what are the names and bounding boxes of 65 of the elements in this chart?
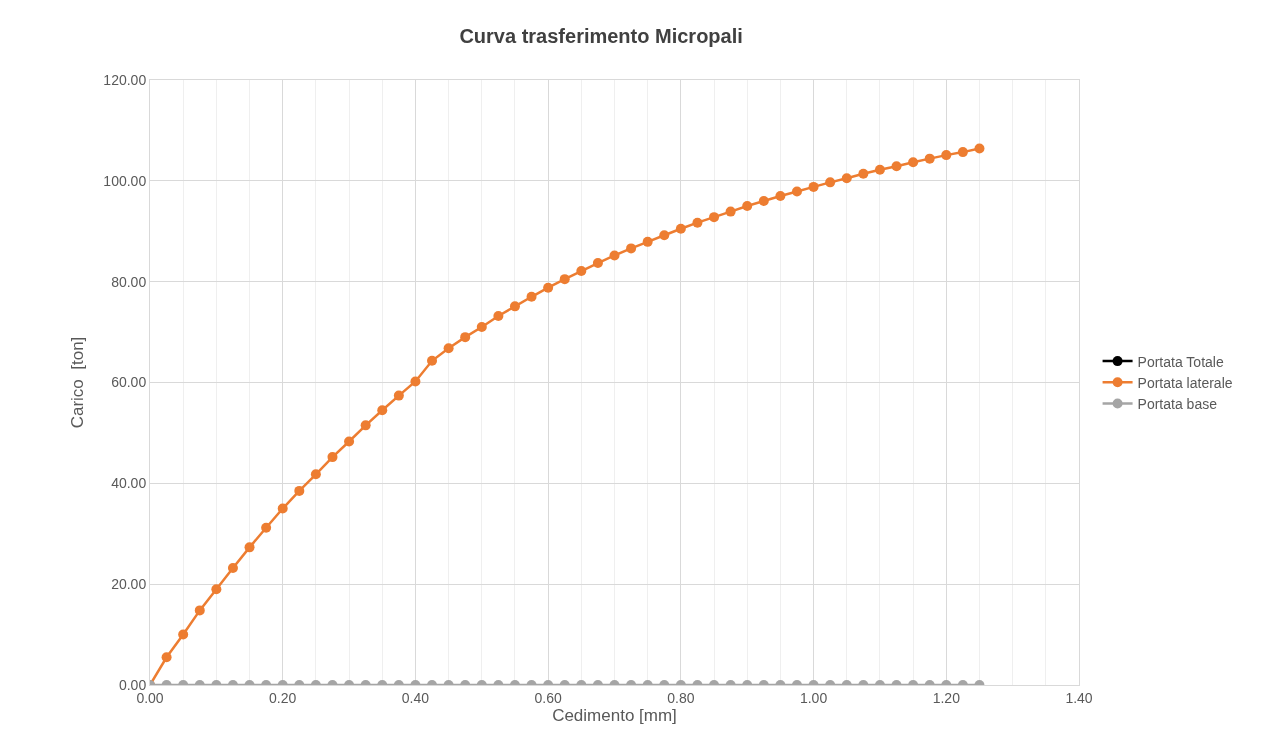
point [509, 301, 520, 312]
point [825, 177, 836, 188]
point [526, 291, 537, 302]
point [476, 322, 487, 333]
x-tick-label: 0.40 [401, 689, 430, 706]
y-tick-label: 20.00 [111, 576, 147, 593]
point [675, 223, 686, 234]
point [924, 153, 935, 164]
point [344, 436, 355, 447]
point [659, 230, 670, 241]
point [957, 147, 968, 158]
point [908, 157, 919, 168]
point [427, 355, 438, 366]
y-tick-label: 60.00 [111, 374, 147, 391]
y-axis-title: Carico [ton] [67, 336, 87, 429]
point [642, 236, 653, 247]
point [294, 485, 305, 496]
legend-label: Portata laterale [1137, 374, 1233, 391]
point [974, 143, 985, 154]
x-tick-label: 1.40 [1065, 689, 1093, 706]
point [261, 522, 272, 533]
point [244, 542, 255, 553]
point [791, 186, 802, 197]
x-axis-title: Cedimento [mm] [552, 705, 677, 725]
point [543, 282, 554, 293]
point [393, 390, 404, 401]
x-tick-label: 0.20 [269, 689, 297, 706]
point [410, 376, 421, 387]
point [891, 161, 902, 172]
point [709, 212, 720, 223]
point [609, 250, 620, 261]
legend-label: Portata base [1137, 395, 1218, 412]
y-tick-label: 40.00 [111, 475, 147, 492]
point [941, 150, 952, 161]
point [460, 332, 471, 343]
point [377, 405, 388, 416]
point [493, 310, 504, 321]
legend-label: Portata Totale [1137, 353, 1224, 370]
point [576, 266, 587, 277]
point [692, 217, 703, 228]
point [592, 258, 603, 269]
point [742, 201, 753, 212]
point [443, 343, 454, 354]
y-tick-label: 80.00 [111, 273, 147, 290]
point [858, 168, 869, 179]
point [310, 469, 321, 480]
x-tick-label: 1.00 [799, 689, 828, 706]
point [277, 503, 288, 514]
point [725, 206, 736, 217]
x-tick-label: 1.20 [932, 689, 961, 706]
point [626, 243, 637, 254]
point [327, 452, 338, 463]
point [874, 164, 885, 175]
point [178, 629, 189, 640]
point [559, 274, 570, 285]
y-tick-label: 120.00 [103, 71, 147, 88]
x-tick-label: 0.60 [534, 689, 562, 706]
point [808, 181, 819, 192]
point [360, 420, 371, 431]
y-tick-label: 100.00 [103, 172, 147, 189]
point [841, 173, 852, 184]
point [758, 196, 769, 206]
x-tick-label: 0.80 [667, 689, 695, 706]
chart-title: Curva trasferimento Micropali [459, 25, 743, 48]
point [775, 190, 786, 201]
